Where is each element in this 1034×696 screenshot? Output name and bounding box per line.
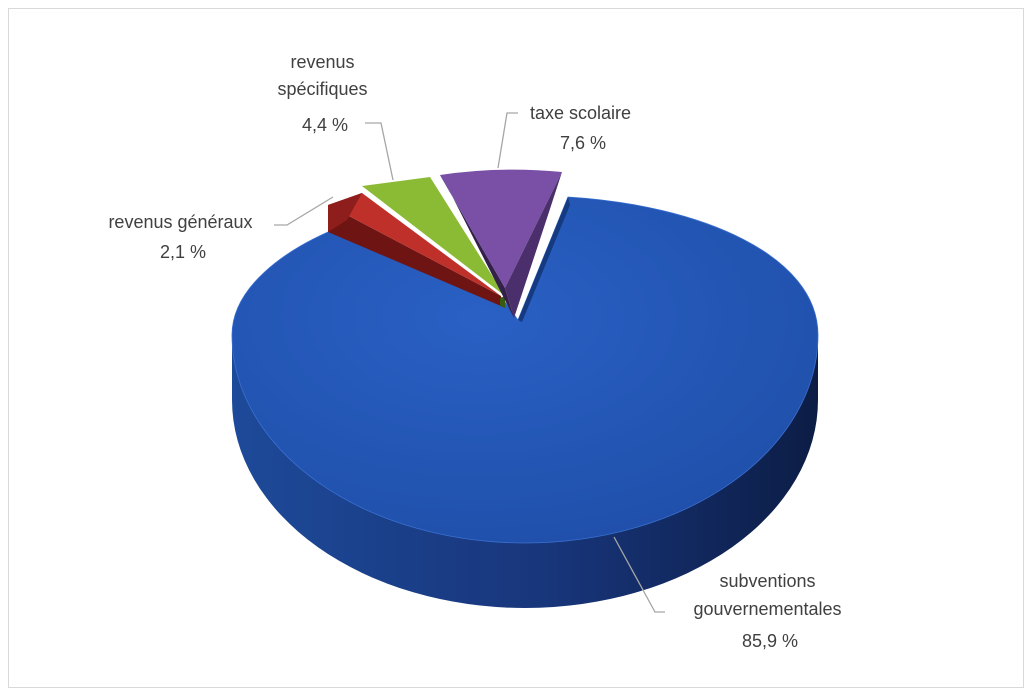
slice-specifiques-side xyxy=(500,296,505,308)
slice-specifiques-top xyxy=(362,177,505,296)
slice-taxe-front xyxy=(505,172,562,318)
slice-generaux-top xyxy=(328,193,501,296)
leader-line-taxe xyxy=(497,112,518,169)
label-specifiques: revenus spécifiques 4,4 % xyxy=(277,52,372,135)
leader-line-subventions xyxy=(613,536,665,613)
slice-generaux-side xyxy=(328,205,501,306)
leader-line-specifiques xyxy=(365,122,394,181)
label-subventions: subventions gouvernementales 85,9 % xyxy=(693,571,846,651)
label-taxe: taxe scolaire 7,6 % xyxy=(530,103,636,153)
slice-subventions-cut xyxy=(518,197,570,322)
slice-subventions-top xyxy=(231,196,819,544)
label-generaux: revenus généraux 2,1 % xyxy=(108,212,257,262)
slice-subventions-side xyxy=(232,335,818,608)
slice-generaux-front xyxy=(328,193,362,232)
leader-line-generaux xyxy=(274,196,334,226)
slice-taxe-top xyxy=(440,169,562,288)
